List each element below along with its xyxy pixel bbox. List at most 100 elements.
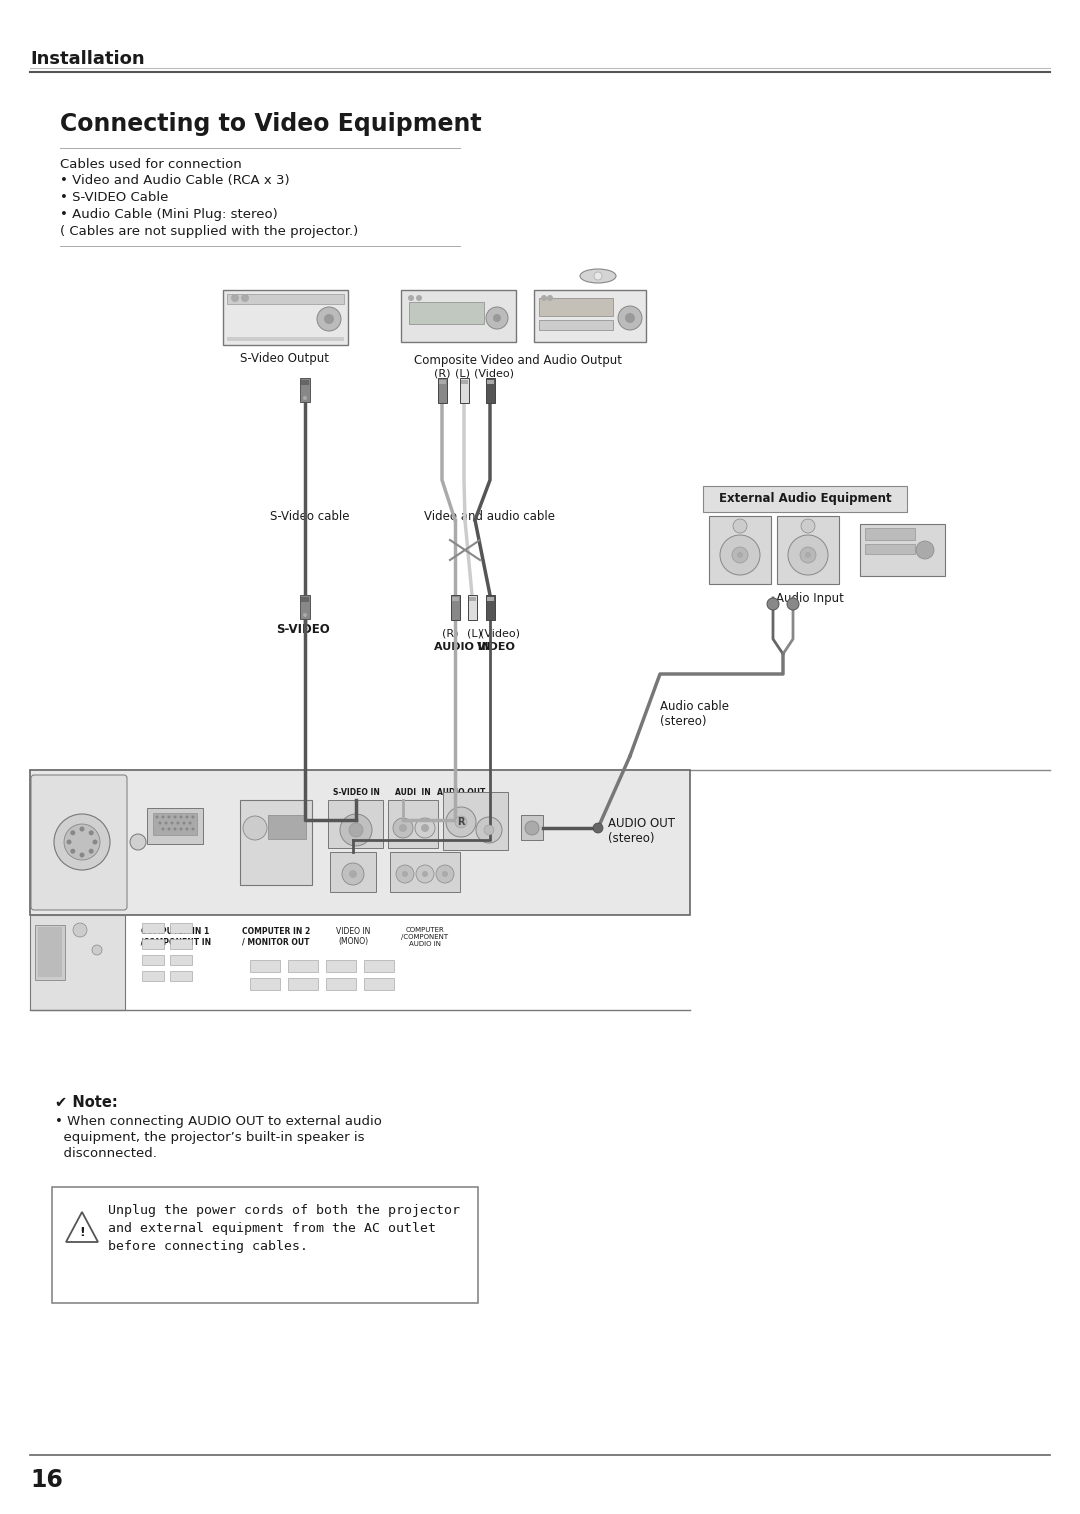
Bar (326, 978, 356, 990)
Circle shape (324, 313, 334, 324)
Text: Connecting to Video Equipment: Connecting to Video Equipment (60, 112, 482, 136)
Bar (141, 924, 164, 933)
Circle shape (402, 871, 408, 877)
Text: VIDEO IN: VIDEO IN (336, 927, 370, 936)
Circle shape (70, 849, 76, 854)
Circle shape (164, 822, 167, 825)
Circle shape (720, 534, 760, 575)
Circle shape (737, 553, 743, 559)
Circle shape (191, 816, 194, 819)
Bar (438, 378, 447, 403)
Bar (38, 927, 62, 977)
Bar (301, 597, 309, 603)
Text: Audio cable
(stereo): Audio cable (stereo) (660, 699, 729, 728)
Circle shape (186, 828, 189, 831)
Circle shape (167, 828, 171, 831)
Text: S-Video Output: S-Video Output (241, 351, 329, 365)
Bar (865, 544, 915, 554)
Circle shape (415, 818, 435, 839)
Circle shape (179, 828, 183, 831)
Circle shape (303, 613, 307, 618)
Circle shape (70, 830, 76, 836)
Circle shape (546, 295, 553, 301)
Circle shape (436, 864, 454, 883)
Circle shape (625, 313, 635, 322)
Circle shape (484, 825, 494, 836)
Circle shape (73, 924, 87, 937)
Text: VIDEO: VIDEO (476, 642, 515, 653)
Circle shape (788, 534, 828, 575)
Circle shape (241, 294, 249, 301)
Circle shape (174, 816, 176, 819)
Circle shape (191, 828, 194, 831)
Text: equipment, the projector’s built-in speaker is: equipment, the projector’s built-in spea… (55, 1131, 365, 1145)
Circle shape (303, 397, 307, 400)
Bar (708, 516, 771, 584)
Circle shape (171, 822, 174, 825)
FancyBboxPatch shape (52, 1187, 478, 1304)
Text: External Audio Equipment: External Audio Equipment (718, 492, 891, 506)
Text: R: R (457, 818, 464, 827)
Bar (330, 852, 376, 892)
Bar (147, 808, 203, 843)
Circle shape (733, 519, 747, 533)
Circle shape (618, 306, 642, 330)
Circle shape (80, 827, 84, 831)
Circle shape (476, 818, 502, 843)
Bar (539, 319, 613, 330)
Circle shape (80, 852, 84, 857)
Circle shape (492, 313, 501, 322)
Circle shape (916, 540, 934, 559)
Text: S-VIDEO IN: S-VIDEO IN (333, 787, 379, 796)
Circle shape (162, 828, 164, 831)
Circle shape (486, 307, 508, 329)
Text: Composite Video and Audio Output: Composite Video and Audio Output (414, 354, 622, 366)
Circle shape (54, 815, 110, 871)
Text: AUDIO OUT: AUDIO OUT (436, 787, 485, 796)
Bar (860, 524, 945, 575)
Bar (300, 378, 310, 403)
Bar (170, 970, 192, 981)
Circle shape (349, 871, 357, 878)
Bar (364, 960, 394, 972)
Bar (301, 380, 309, 385)
Circle shape (243, 816, 267, 840)
Bar (141, 955, 164, 964)
Bar (487, 380, 494, 385)
Text: • S-VIDEO Cable: • S-VIDEO Cable (60, 191, 168, 204)
Circle shape (800, 547, 816, 563)
Text: (VARIABLE): (VARIABLE) (459, 798, 498, 804)
Circle shape (801, 519, 815, 533)
Circle shape (593, 824, 603, 833)
Text: (R): (R) (434, 368, 450, 378)
Text: • Audio Cable (Mini Plug: stereo): • Audio Cable (Mini Plug: stereo) (60, 207, 278, 221)
Circle shape (455, 816, 467, 828)
Text: Cables used for connection: Cables used for connection (60, 157, 242, 171)
Text: ( Cables are not supplied with the projector.): ( Cables are not supplied with the proje… (60, 226, 359, 238)
Bar (777, 516, 839, 584)
Circle shape (787, 598, 799, 610)
Circle shape (342, 863, 364, 886)
Text: S-VIDEO: S-VIDEO (276, 622, 329, 636)
Text: S-Video cable: S-Video cable (270, 510, 350, 522)
Circle shape (162, 816, 164, 819)
Bar (30, 771, 690, 914)
Bar (443, 792, 508, 849)
Circle shape (176, 822, 179, 825)
Circle shape (156, 816, 159, 819)
Circle shape (525, 821, 539, 836)
Circle shape (732, 547, 748, 563)
Circle shape (421, 824, 429, 833)
Bar (288, 960, 318, 972)
Bar (222, 291, 348, 345)
Circle shape (399, 824, 407, 833)
Circle shape (340, 815, 372, 846)
Text: Unplug the power cords of both the projector: Unplug the power cords of both the proje… (108, 1204, 460, 1217)
Bar (141, 970, 164, 981)
Bar (453, 597, 459, 601)
Circle shape (767, 598, 779, 610)
Circle shape (416, 864, 434, 883)
Bar (461, 380, 468, 385)
Circle shape (159, 822, 162, 825)
Bar (170, 955, 192, 964)
